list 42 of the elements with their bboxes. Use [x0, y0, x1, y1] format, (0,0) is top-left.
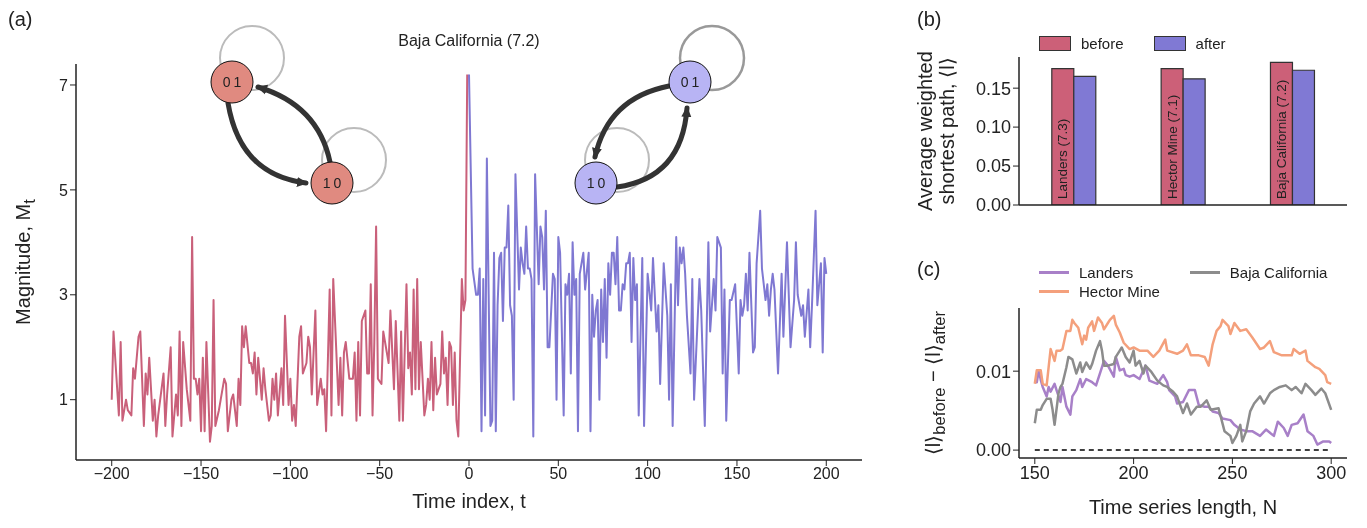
- y-tick-label: 0.00: [975, 195, 1011, 216]
- x-tick-label: 200: [812, 465, 840, 483]
- annotation: 10: [321, 175, 345, 191]
- x-tick-label: −50: [366, 465, 394, 483]
- x-axis-title: Time series length, N: [1087, 496, 1279, 519]
- x-tick-label: −100: [272, 465, 309, 483]
- x-tick-label: −150: [183, 465, 220, 483]
- legend-label: Landers: [1079, 264, 1134, 281]
- annotation: 01: [679, 74, 703, 90]
- legend-label: Hector Mine: [1079, 283, 1160, 300]
- x-tick-label: 150: [723, 465, 751, 483]
- annotation: 01: [221, 74, 245, 90]
- x-tick-label: Baja California (7.2): [1273, 79, 1289, 199]
- x-tick-label: 150: [1019, 462, 1050, 483]
- x-tick-label: Hector Mine (7.1): [1164, 94, 1180, 199]
- y-tick-label: 7: [59, 76, 69, 94]
- x-tick-label: −200: [93, 465, 130, 483]
- y-tick-label: 0.15: [975, 78, 1011, 99]
- x-axis-title: Time index, t: [411, 490, 527, 513]
- text: (b): [917, 8, 942, 31]
- y-tick-label: 0.00: [975, 440, 1011, 461]
- y-tick-label: 0.10: [975, 117, 1011, 138]
- x-tick-label: 200: [1118, 462, 1149, 483]
- y-tick-label: 0.05: [975, 156, 1011, 177]
- legend-label: before: [1081, 35, 1124, 52]
- chart-title: Baja California (7.2): [397, 32, 541, 50]
- x-tick-label: 300: [1316, 462, 1347, 483]
- annotation: 10: [585, 175, 609, 191]
- text: (a): [8, 8, 33, 31]
- legend-label: after: [1195, 35, 1226, 52]
- x-tick-label: 250: [1217, 462, 1248, 483]
- x-tick-label: 0: [464, 465, 474, 483]
- y-tick-label: 3: [59, 286, 69, 304]
- y-tick-label: 0.01: [975, 361, 1011, 382]
- y-axis-title: Average weighted shortest path, ⟨l⟩: [914, 50, 958, 213]
- x-tick-label: Landers (7.3): [1055, 118, 1071, 199]
- y-tick-label: 1: [59, 391, 69, 409]
- x-tick-label: 50: [549, 465, 568, 483]
- legend-label: Baja California: [1229, 264, 1328, 281]
- y-tick-label: 5: [59, 181, 69, 199]
- text: (c): [917, 258, 941, 281]
- x-tick-label: 100: [634, 465, 662, 483]
